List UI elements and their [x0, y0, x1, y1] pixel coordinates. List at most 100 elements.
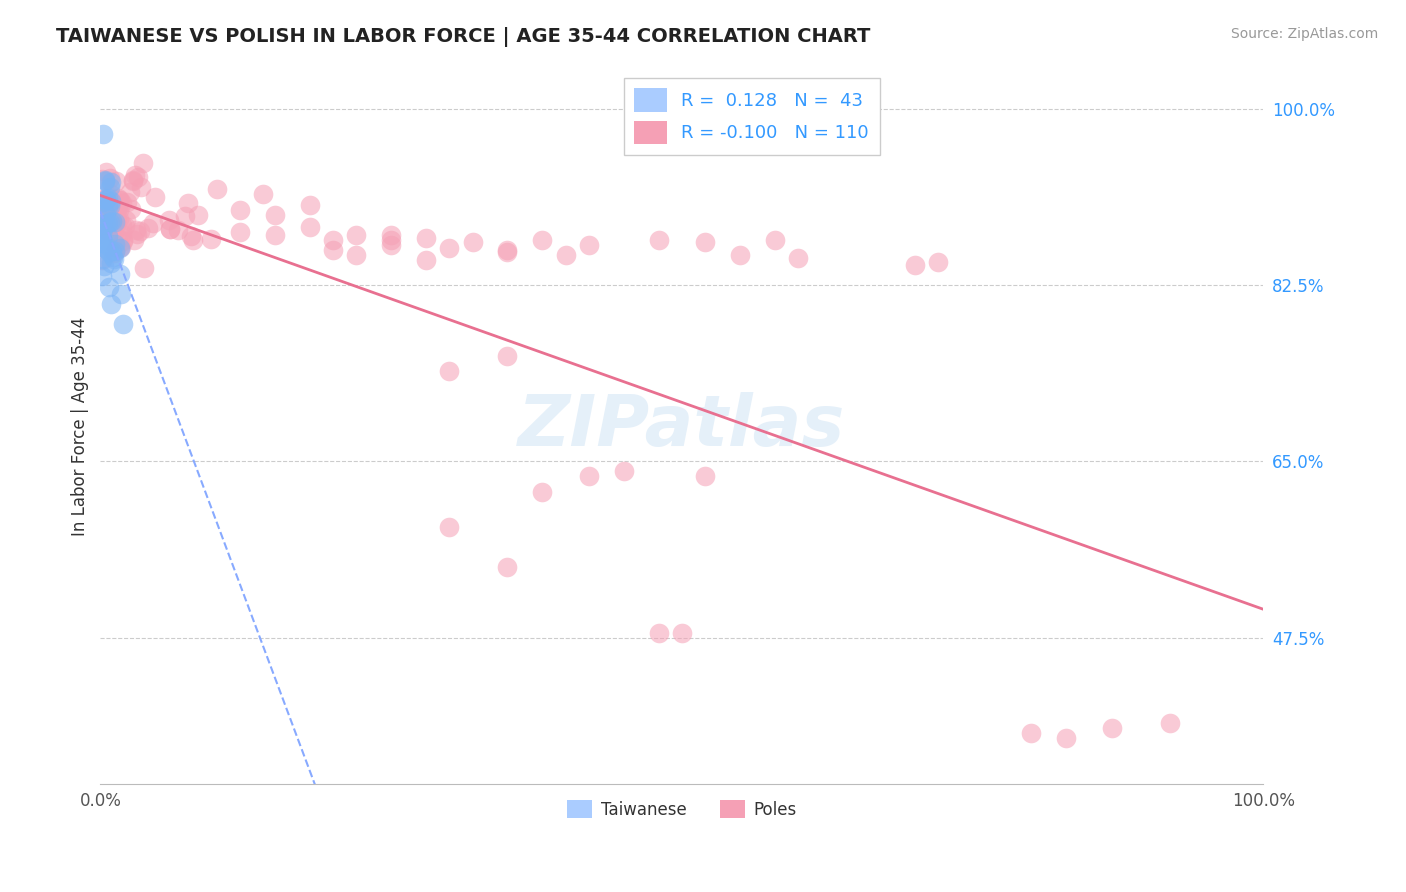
Point [110, 240, 132, 254]
Point [103, 207, 125, 221]
Point [118, 185, 141, 199]
Point [1159, 716, 1181, 731]
Point [100, 194, 122, 209]
Point [128, 224, 150, 238]
Point [108, 211, 131, 226]
Point [94, 173, 117, 187]
Point [97, 216, 120, 230]
Point [695, 469, 717, 483]
Point [90, 203, 112, 218]
Point [671, 625, 693, 640]
Point [98, 199, 121, 213]
Point [127, 169, 149, 184]
Point [101, 214, 124, 228]
Point [103, 252, 125, 266]
Point [344, 248, 367, 262]
Point [91, 235, 114, 249]
Point [578, 237, 600, 252]
Point [93, 259, 115, 273]
Point [90, 217, 112, 231]
Point [90, 232, 112, 246]
Point [98, 220, 121, 235]
Point [96, 200, 118, 214]
Point [125, 223, 148, 237]
Point [415, 231, 437, 245]
Point [380, 227, 402, 242]
Point [159, 222, 181, 236]
Point [103, 251, 125, 265]
Point [94, 217, 117, 231]
Point [187, 208, 209, 222]
Point [96, 242, 118, 256]
Point [252, 187, 274, 202]
Point [167, 222, 190, 236]
Point [763, 233, 786, 247]
Point [100, 256, 122, 270]
Point [415, 252, 437, 267]
Point [103, 210, 125, 224]
Point [344, 227, 367, 242]
Point [531, 484, 554, 499]
Legend: Taiwanese, Poles: Taiwanese, Poles [561, 794, 803, 825]
Point [93, 236, 115, 251]
Point [112, 234, 135, 248]
Point [115, 194, 138, 209]
Point [142, 216, 165, 230]
Point [229, 202, 252, 217]
Point [94, 174, 117, 188]
Point [695, 235, 717, 249]
Y-axis label: In Labor Force | Age 35-44: In Labor Force | Age 35-44 [72, 317, 89, 536]
Point [229, 225, 252, 239]
Point [96, 192, 118, 206]
Point [94, 165, 117, 179]
Point [105, 202, 128, 216]
Point [787, 251, 810, 265]
Point [1019, 726, 1042, 740]
Point [104, 241, 127, 255]
Point [91, 235, 114, 250]
Point [91, 127, 114, 141]
Point [90, 252, 112, 267]
Point [101, 244, 124, 258]
Point [103, 245, 125, 260]
Point [110, 240, 132, 254]
Text: Source: ZipAtlas.com: Source: ZipAtlas.com [1230, 27, 1378, 41]
Point [108, 193, 131, 207]
Point [91, 207, 114, 221]
Point [115, 213, 138, 227]
Point [100, 214, 122, 228]
Point [114, 219, 136, 234]
Point [111, 227, 134, 241]
Point [903, 258, 925, 272]
Point [101, 200, 124, 214]
Point [298, 197, 321, 211]
Point [103, 227, 125, 241]
Point [496, 349, 519, 363]
Point [159, 221, 181, 235]
Point [298, 219, 321, 234]
Point [122, 233, 145, 247]
Point [96, 194, 118, 209]
Point [111, 218, 134, 232]
Point [496, 243, 519, 257]
Point [461, 235, 484, 249]
Point [96, 207, 118, 221]
Point [322, 233, 344, 247]
Point [121, 173, 143, 187]
Point [647, 233, 669, 247]
Point [100, 175, 122, 189]
Point [108, 202, 131, 217]
Point [91, 194, 114, 209]
Point [647, 625, 669, 640]
Point [90, 227, 112, 241]
Point [98, 216, 121, 230]
Point [183, 233, 205, 247]
Text: TAIWANESE VS POLISH IN LABOR FORCE | AGE 35-44 CORRELATION CHART: TAIWANESE VS POLISH IN LABOR FORCE | AGE… [56, 27, 870, 46]
Point [91, 240, 114, 254]
Point [439, 520, 461, 534]
Point [107, 197, 129, 211]
Point [129, 180, 152, 194]
Point [180, 229, 202, 244]
Point [121, 202, 143, 216]
Point [157, 212, 180, 227]
